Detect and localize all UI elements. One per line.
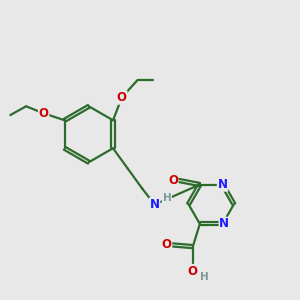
Text: H: H	[163, 193, 171, 203]
Text: O: O	[168, 174, 178, 187]
Text: N: N	[219, 218, 229, 230]
Text: O: O	[188, 265, 198, 278]
Text: H: H	[200, 272, 208, 282]
Text: N: N	[218, 178, 228, 191]
Text: O: O	[117, 91, 127, 104]
Text: O: O	[39, 107, 49, 120]
Text: N: N	[150, 198, 160, 211]
Text: O: O	[162, 238, 172, 251]
